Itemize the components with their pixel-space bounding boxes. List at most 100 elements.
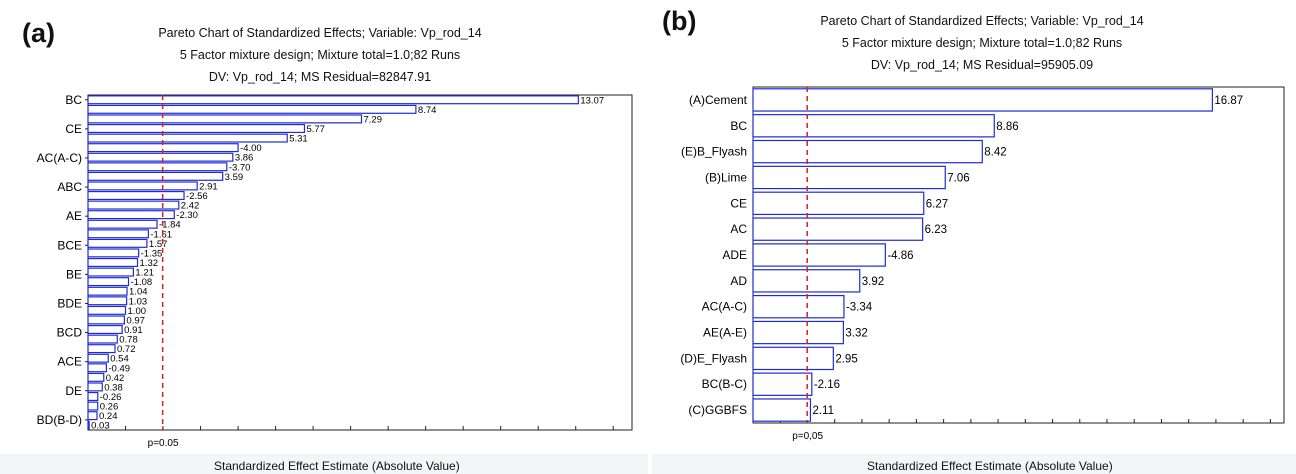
chart-a-bar (87, 200, 180, 210)
panel-b: (b) Pareto Chart of Standardized Effects… (652, 0, 1296, 474)
chart-a-value-label: -2.30 (176, 210, 198, 221)
chart-a-value-label: 0.42 (106, 373, 125, 384)
chart-b-bar (752, 243, 886, 267)
chart-a-value-label: 1.57 (149, 239, 168, 250)
chart-a-bar (87, 391, 99, 402)
chart-b-category-label: (A)Cement (689, 93, 748, 107)
chart-a-category-label: AE (66, 209, 82, 223)
chart-a-value-label: -0.26 (100, 392, 122, 403)
chart-a-category-label: CE (65, 122, 82, 136)
chart-a-value-label: 0.78 (119, 335, 138, 346)
chart-a-category-label: BC (65, 93, 82, 107)
chart-a-bar (87, 334, 118, 344)
chart-a-value-label: 2.42 (181, 201, 200, 212)
chart-b-value-label: 6.27 (926, 198, 948, 210)
chart-a-bar (87, 171, 224, 181)
chart-b-value-label: -3.34 (846, 302, 873, 314)
chart-b-value-label: -4.86 (887, 250, 913, 262)
chart-b-category-label: AD (730, 274, 747, 288)
chart-a-bar (87, 324, 123, 335)
chart-b-bar (752, 320, 845, 345)
chart-b-title-line-3: DV: Vp_rod_14; MS Residual=95905.09 (870, 58, 1094, 72)
chart-b-bar (752, 294, 845, 319)
chart-a-value-label: 0.72 (117, 344, 136, 355)
chart-a-value-label: -3.70 (229, 162, 251, 173)
chart-a-bar (87, 162, 228, 172)
chart-a-title-line-1: Pareto Chart of Standardized Effects; Va… (158, 26, 482, 40)
chart-a-value-label: 0.91 (124, 325, 143, 336)
chart-a-value-label: -1.61 (150, 229, 172, 240)
chart-a-bar (87, 344, 116, 354)
chart-a-title-line-3: DV: Vp_rod_14; MS Residual=82847.91 (208, 70, 432, 84)
chart-b-value-label: 3.32 (845, 328, 867, 340)
chart-b-category-label: BC (730, 119, 747, 133)
panel-a: (a) Pareto Chart of Standardized Effects… (0, 18, 648, 474)
chart-a-value-label: 1.21 (135, 268, 154, 279)
chart-a-category-label: BCE (57, 238, 82, 252)
chart-a-title-line-2: 5 Factor mixture design; Mixture total=1… (179, 48, 461, 62)
chart-a-bar (87, 411, 98, 421)
chart-b-category-label: (E)B_Flyash (681, 145, 747, 159)
chart-a-bar (87, 190, 185, 201)
chart-b-value-label: 8.42 (984, 147, 1006, 159)
chart-a-value-label: 0.24 (99, 411, 118, 422)
chart-b-category-label: (D)E_Flyash (680, 351, 747, 365)
chart-b-bar (752, 114, 995, 138)
chart-a-bar (87, 372, 105, 382)
chart-b-category-label: ADE (722, 248, 747, 262)
chart-a-value-label: 5.77 (306, 124, 325, 135)
chart-a-value-label: 0.03 (91, 421, 110, 432)
chart-a-bar (87, 210, 175, 220)
chart-a-category-label: BDE (57, 296, 82, 310)
chart-a-value-label: 1.32 (140, 258, 159, 269)
chart-a-value-label: 7.29 (364, 114, 383, 125)
chart-b-category-label: CE (730, 196, 747, 210)
chart-a-bar (87, 114, 363, 124)
chart-a-value-label: 2.91 (199, 181, 218, 192)
chart-a-value-label: 1.00 (128, 306, 147, 317)
chart-b-xlabel: Standardized Effect Estimate (Absolute V… (867, 459, 1113, 473)
chart-a-bar (87, 401, 99, 411)
chart-a-bar (87, 229, 150, 239)
chart-a-bar (87, 123, 306, 134)
chart-a-xlabel-bar: Standardized Effect Estimate (Absolute V… (0, 454, 648, 474)
chart-a-category-label: DE (65, 384, 82, 398)
chart-a-plot: 13.07 8.74 7.29 5.775.31 -4.003.86-3.703.59 2… (37, 93, 633, 449)
chart-a-bar (87, 181, 198, 191)
chart-a-value-label: 0.26 (100, 402, 119, 413)
chart-a-bar (87, 286, 128, 296)
chart-a-value-label: -1.84 (159, 220, 181, 231)
chart-a-value-label: 1.03 (129, 296, 148, 307)
chart-a-bar (87, 315, 125, 325)
chart-a-bar (87, 420, 90, 430)
chart-a-bar (87, 257, 139, 268)
chart-a-category-label: BE (66, 267, 82, 281)
chart-b-category-label: AE(A-E) (703, 326, 747, 340)
chart-b-value-label: 6.23 (925, 224, 947, 236)
chart-b-threshold-label: p=0,05 (792, 431, 823, 442)
chart-b-bar (752, 398, 812, 422)
chart-b-category-label: AC (730, 222, 747, 236)
chart-a-value-label: -1.08 (131, 277, 153, 288)
chart-a-bar (87, 238, 148, 248)
chart-b-bar (752, 139, 983, 164)
chart-b-value-label: 8.86 (996, 121, 1018, 133)
chart-a-value-label: 3.86 (235, 153, 254, 164)
chart-a-bar (87, 305, 127, 315)
chart-a-category-label: ABC (57, 180, 82, 194)
chart-b-title-line-2: 5 Factor mixture design; Mixture total=1… (841, 36, 1123, 50)
chart-b-plot: 16.87 8.86 8.42 7.06 6.27 6.23 -4.86 3.92 -3.34 3… (680, 86, 1285, 442)
chart-a-bar (87, 133, 288, 143)
chart-a-value-label: 0.38 (104, 382, 123, 393)
chart-a-category-label: BD(B-D) (37, 413, 82, 427)
chart-a-bar (87, 353, 109, 363)
chart-a-value-label: -0.49 (108, 363, 130, 374)
chart-a-category-label: ACE (57, 355, 82, 369)
chart-a-xlabel: Standardized Effect Estimate (Absolute V… (214, 459, 460, 473)
chart-a-value-label: -2.56 (186, 191, 208, 202)
chart-b-category-label: BC(B-C) (702, 377, 747, 391)
chart-a-value-label: 3.59 (225, 172, 244, 183)
chart-a-bar (87, 382, 103, 392)
chart-b-bar (752, 269, 861, 293)
panel-a-label: (a) (22, 18, 55, 48)
